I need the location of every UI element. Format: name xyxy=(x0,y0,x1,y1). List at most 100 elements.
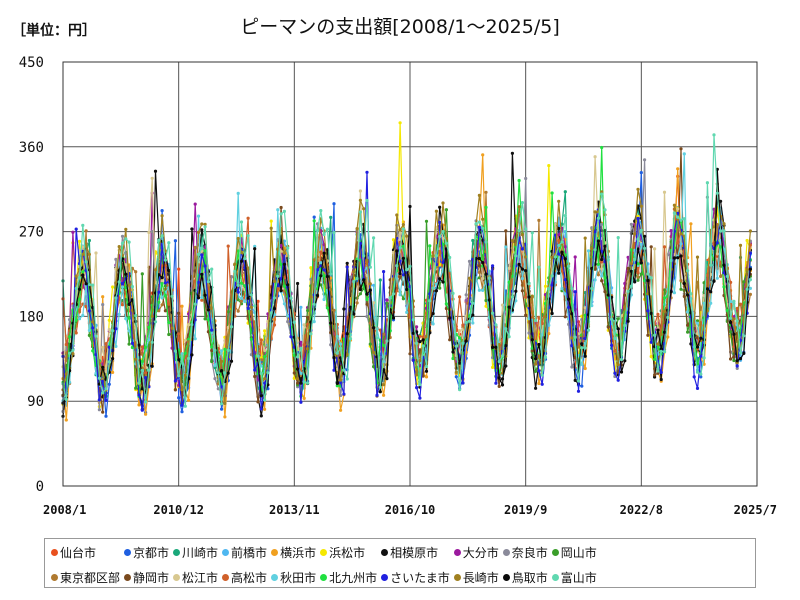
data-point xyxy=(355,227,359,231)
data-point xyxy=(662,245,667,249)
data-point xyxy=(659,347,663,351)
data-point xyxy=(187,340,191,344)
data-point xyxy=(418,348,422,352)
data-point xyxy=(494,323,498,327)
data-point xyxy=(682,294,686,298)
data-point xyxy=(431,322,435,326)
data-point xyxy=(137,343,141,347)
data-point xyxy=(702,356,706,360)
data-point xyxy=(319,250,323,254)
data-point xyxy=(530,338,534,342)
data-point xyxy=(729,280,733,284)
data-point xyxy=(206,318,210,322)
data-point xyxy=(398,121,402,125)
data-point xyxy=(329,287,333,291)
data-point xyxy=(662,330,667,334)
data-point xyxy=(127,302,131,306)
data-point xyxy=(312,320,316,324)
data-point xyxy=(524,176,528,181)
data-point xyxy=(497,384,501,388)
data-point xyxy=(210,267,214,271)
data-point xyxy=(312,302,316,306)
data-point xyxy=(514,254,518,258)
data-point xyxy=(649,276,653,280)
data-point xyxy=(441,201,445,205)
data-point xyxy=(220,369,224,373)
data-point xyxy=(626,319,630,323)
data-point xyxy=(636,214,640,218)
data-point xyxy=(600,257,604,262)
data-point xyxy=(372,283,376,287)
data-point xyxy=(263,398,267,402)
data-point xyxy=(563,278,567,282)
data-point xyxy=(705,273,710,277)
data-point xyxy=(177,332,181,336)
data-point xyxy=(382,355,386,359)
data-point xyxy=(68,335,72,339)
data-point xyxy=(709,301,713,305)
data-point xyxy=(368,265,372,269)
data-point xyxy=(339,378,343,382)
data-point xyxy=(461,323,465,327)
data-point xyxy=(157,309,161,313)
data-point xyxy=(104,369,108,374)
data-point xyxy=(682,152,686,156)
y-tick-label: 0 xyxy=(36,479,44,495)
data-point xyxy=(77,308,82,312)
data-point xyxy=(603,276,607,280)
data-point xyxy=(200,253,204,257)
data-point xyxy=(659,332,663,336)
data-point xyxy=(372,236,376,240)
data-point xyxy=(71,348,75,352)
data-point xyxy=(643,246,647,250)
legend-item: 奈良市 xyxy=(502,542,548,562)
data-point xyxy=(600,260,604,264)
data-point xyxy=(236,290,240,294)
data-point xyxy=(391,316,396,320)
data-point xyxy=(735,359,739,363)
data-point xyxy=(481,226,485,230)
data-point xyxy=(593,278,597,282)
data-point xyxy=(653,373,657,377)
data-point xyxy=(296,381,300,385)
data-point xyxy=(424,375,429,379)
data-point xyxy=(415,341,419,345)
data-point xyxy=(458,361,462,365)
data-point xyxy=(421,344,425,348)
data-point xyxy=(163,263,167,267)
data-point xyxy=(378,390,382,394)
data-point xyxy=(653,357,657,361)
data-point xyxy=(193,245,197,249)
data-point xyxy=(279,289,283,293)
data-point xyxy=(130,298,134,302)
data-point xyxy=(530,349,534,353)
data-point xyxy=(111,357,115,361)
data-point xyxy=(636,275,640,279)
data-point xyxy=(236,191,240,195)
legend-label: 松江市 xyxy=(182,570,219,585)
data-point xyxy=(418,334,422,338)
data-point xyxy=(302,380,306,384)
data-point xyxy=(365,170,369,174)
data-point xyxy=(358,241,362,246)
data-point xyxy=(163,309,167,313)
data-point xyxy=(408,204,412,209)
data-point xyxy=(220,359,224,363)
data-point xyxy=(679,147,683,151)
data-point xyxy=(656,342,660,346)
data-point xyxy=(173,239,177,243)
data-point xyxy=(424,219,429,223)
data-point xyxy=(319,274,323,278)
data-point xyxy=(418,396,422,400)
data-point xyxy=(362,207,366,211)
data-point xyxy=(484,190,488,194)
data-point xyxy=(279,262,283,266)
data-point xyxy=(464,320,468,325)
data-point xyxy=(600,267,604,271)
data-point xyxy=(719,245,723,249)
data-point xyxy=(134,357,138,361)
data-point xyxy=(358,189,362,193)
data-point xyxy=(643,158,647,162)
data-point xyxy=(382,383,386,387)
x-tick-label: 2008/1 xyxy=(43,503,86,517)
